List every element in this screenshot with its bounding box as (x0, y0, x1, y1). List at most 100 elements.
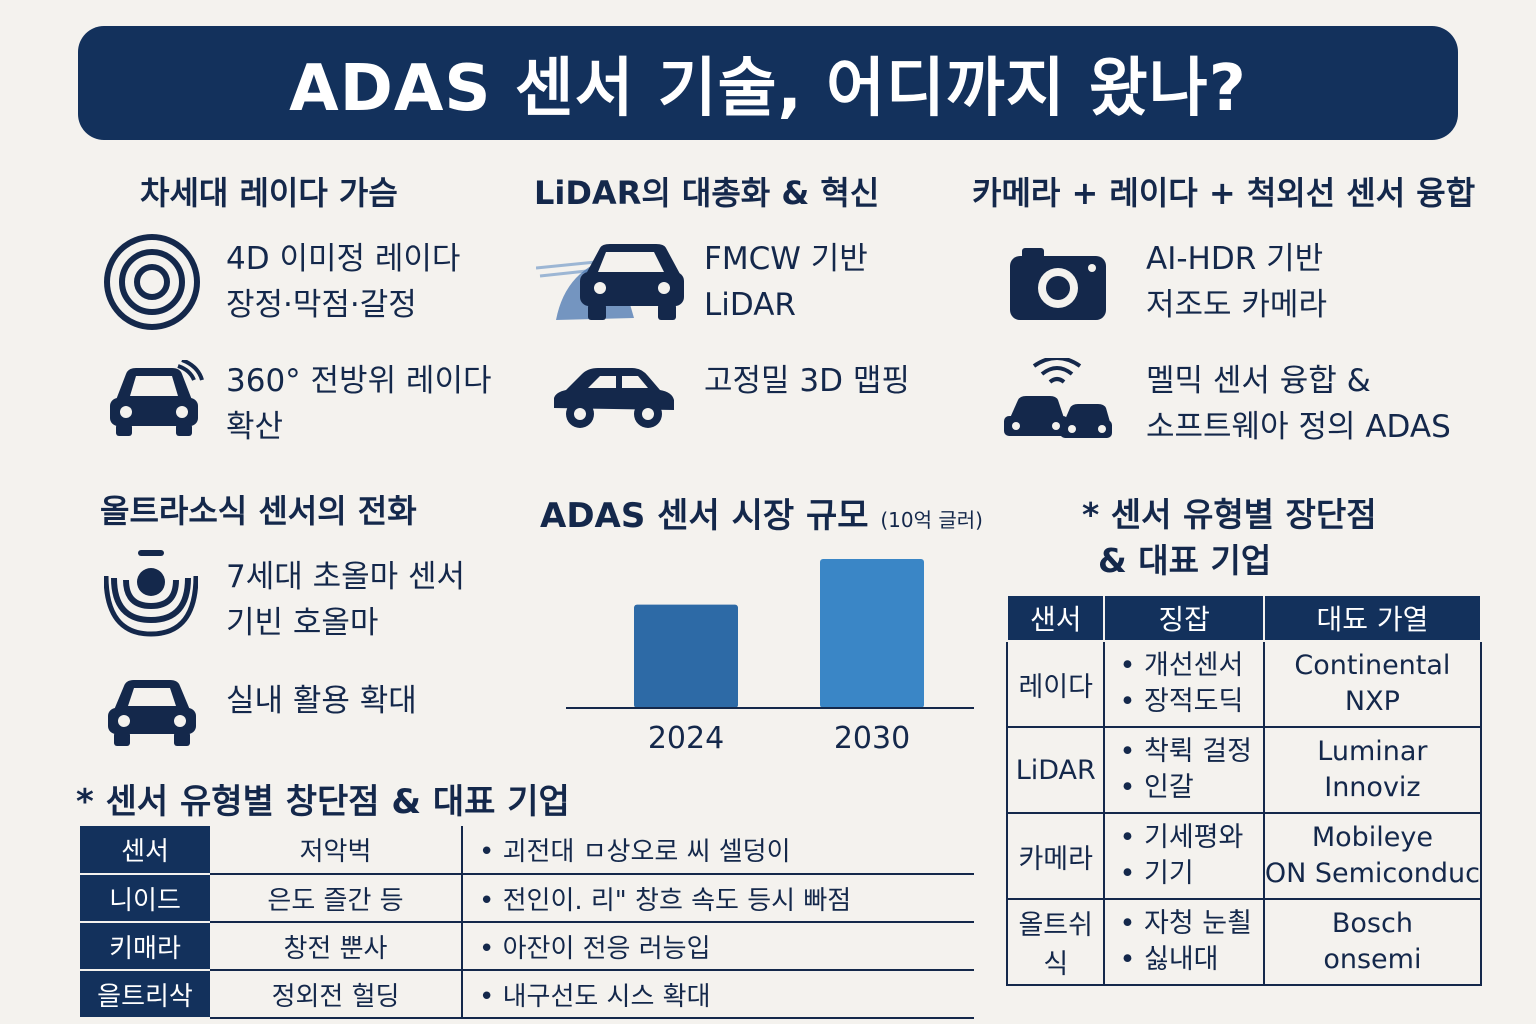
right-table-heading-1: * 센서 유형별 장단점 (1082, 495, 1377, 534)
bottom-table: 센서 저악벅 • 괴전대 ㅁ상오로 씨 셀덩이 니이드 은도 즐간 등 • 전인이. 리"… (80, 826, 974, 1019)
radar-item-1-text: 4D 이미정 레이다 장정·막점·갈정 (226, 236, 460, 328)
company-name: Mobileye (1311, 822, 1433, 853)
feature-item: • 기세평와 (1119, 822, 1244, 853)
ultrasonic-item-2-text: 실내 활용 확대 (226, 678, 417, 724)
right-table-companies: Bosch onsemi (1262, 898, 1483, 986)
table-row: 센서 저악벅 • 괴전대 ㅁ상오로 씨 셀덩이 (80, 826, 974, 875)
ultrasonic-sensor-icon (104, 550, 198, 637)
table-row: 키매라 창전 뿐사 • 아잔이 전응 러능입 (80, 922, 974, 971)
camera-item-2-line-2: 소프트웨아 정의 ADAS (1146, 409, 1451, 445)
lidar-item-2-line-1: 고정밀 3D 맵핑 (704, 363, 910, 399)
table-row: 니이드 은도 즐간 등 • 전인이. 리" 창흐 속도 등시 빠점 (80, 874, 974, 923)
company-name: Bosch (1331, 908, 1413, 939)
car-front-icon (108, 680, 196, 746)
company-name: Innoviz (1324, 772, 1421, 803)
chart-title: ADAS 센서 시장 규모 (10억 글러) (540, 488, 983, 537)
bottom-table-row-value: 창전 뿐사 (210, 922, 463, 971)
chart-unit-label: (10억 글러) (880, 508, 983, 532)
table-row: 카메라 • 기세평와 • 기기 Mobileye ON Semiconduc (1005, 812, 1483, 900)
bottom-table-row-value: 정외전 헐딩 (210, 970, 463, 1019)
right-table-companies: Continental NXP (1262, 640, 1483, 728)
lidar-item-2-text: 고정밀 3D 맵핑 (704, 358, 910, 404)
camera-item-1-line-1: AI-HDR 기반 (1146, 241, 1324, 277)
right-table-sensor: 올트쉬식 (1005, 898, 1106, 986)
right-table-sensor: 카메라 (1005, 812, 1106, 900)
ultrasonic-item-2-line-1: 실내 활용 확대 (226, 683, 417, 719)
lidar-item-1-line-2: LiDAR (704, 287, 796, 323)
bottom-table-row-label: 키매라 (80, 922, 210, 971)
camera-item-1-line-2: 저조도 카메라 (1146, 287, 1327, 323)
car-lidar-beam-icon (536, 244, 684, 320)
car-front-signal-icon (110, 360, 204, 436)
bar-2024 (634, 604, 738, 708)
feature-item: • 착뤽 걸정 (1119, 736, 1252, 767)
bar-chart: 2024 2030 (566, 540, 974, 770)
bottom-table-row-value: 저악벅 (210, 826, 463, 875)
ultrasonic-section-heading: 올트라소식 센서의 전화 (100, 492, 417, 530)
cars-wireless-icon (1004, 358, 1112, 438)
right-table-features: • 자청 눈쵤 • 싫내대 (1103, 898, 1265, 986)
lidar-section-heading: LiDAR의 대총화 & 혁신 (534, 174, 880, 212)
right-table-features: • 착뤽 걸정 • 인갈 (1103, 726, 1265, 814)
table-row: 올트쉬식 • 자청 눈쵤 • 싫내대 Bosch onsemi (1005, 898, 1483, 986)
company-name: onsemi (1323, 944, 1422, 975)
radar-item-2-text: 360° 전방위 레이다 확산 (226, 358, 492, 450)
bottom-table-row-note: • 괴전대 ㅁ상오로 씨 셀덩이 (462, 826, 974, 875)
concentric-circles-icon (104, 234, 200, 330)
radar-section-heading: 차세대 레이다 가슴 (140, 174, 398, 212)
company-name: Luminar (1317, 736, 1428, 767)
radar-item-1-line-1: 4D 이미정 레이다 (226, 241, 461, 277)
ultrasonic-item-1-line-2: 기빈 호올마 (226, 605, 379, 641)
radar-item-2-line-1: 360° 전방위 레이다 (226, 363, 492, 399)
company-name: Continental (1294, 650, 1451, 681)
camera-icon (1010, 248, 1106, 320)
chart-title-text: ADAS 센서 시장 규모 (540, 496, 869, 536)
lidar-item-1-line-1: FMCW 기반 (704, 241, 868, 277)
right-table-header-companies: 대됴 가열 (1262, 594, 1483, 642)
ultrasonic-item-1-line-1: 7세대 초올마 센서 (226, 559, 466, 595)
right-table-features: • 개선센서 • 장적도딕 (1103, 640, 1265, 728)
feature-item: • 인갈 (1119, 772, 1194, 803)
feature-item: • 기기 (1119, 858, 1194, 889)
camera-item-1-text: AI-HDR 기반 저조도 카메라 (1146, 236, 1327, 328)
right-table-companies: Mobileye ON Semiconduc (1262, 812, 1483, 900)
x-tick-label: 2030 (834, 721, 910, 756)
x-tick-label: 2024 (648, 721, 724, 756)
bar-2030 (820, 559, 924, 708)
title-banner: ADAS 센서 기술, 어디까지 왔나? (78, 26, 1458, 140)
right-table-heading-2: & 대표 기업 (1098, 541, 1272, 580)
feature-item: • 개선센서 (1119, 650, 1244, 681)
feature-item: • 장적도딕 (1119, 686, 1244, 717)
bar-chart-svg: 2024 2030 (566, 559, 974, 756)
radar-item-2-line-2: 확산 (226, 409, 284, 445)
feature-item: • 싫내대 (1119, 944, 1219, 975)
bottom-table-row-label: 을트리삭 (80, 970, 210, 1019)
car-side-icon (554, 368, 674, 428)
page-title: ADAS 센서 기술, 어디까지 왔나? (289, 52, 1247, 126)
company-name: ON Semiconduc (1264, 858, 1480, 889)
bottom-table-heading: * 센서 유형별 창단점 & 대표 기업 (76, 782, 570, 822)
right-table-header-features: 징잡 (1103, 594, 1265, 642)
right-table-companies: Luminar Innoviz (1262, 726, 1483, 814)
bottom-table-row-label: 센서 (80, 826, 210, 875)
right-table-sensor: LiDAR (1005, 726, 1106, 814)
camera-item-2-line-1: 멜믹 센서 융합 & (1146, 363, 1371, 399)
table-row: LiDAR • 착뤽 걸정 • 인갈 Luminar Innoviz (1005, 726, 1483, 814)
bottom-table-row-note: • 전인이. 리" 창흐 속도 등시 빠점 (462, 874, 974, 923)
bottom-table-row-note: • 아잔이 전응 러능입 (462, 922, 974, 971)
bottom-table-row-label: 니이드 (80, 874, 210, 923)
bottom-table-row-value: 은도 즐간 등 (210, 874, 463, 923)
right-table: 샌서 징잡 대됴 가열 레이다 • 개선센서 • 장적도딕 Continental NX… (1005, 594, 1483, 986)
table-row: 을트리삭 정외전 헐딩 • 내구선도 시스 확대 (80, 970, 974, 1019)
right-table-header-sensor: 샌서 (1005, 594, 1106, 642)
feature-item: • 자청 눈쵤 (1119, 908, 1252, 939)
camera-section-heading: 카메라 + 레이다 + 척외선 센서 융합 (972, 174, 1476, 212)
bottom-table-row-note: • 내구선도 시스 확대 (462, 970, 974, 1019)
lidar-item-1-text: FMCW 기반 LiDAR (704, 236, 868, 328)
table-row: 레이다 • 개선센서 • 장적도딕 Continental NXP (1005, 640, 1483, 728)
camera-item-2-text: 멜믹 센서 융합 & 소프트웨아 정의 ADAS (1146, 358, 1451, 450)
company-name: NXP (1344, 686, 1400, 717)
ultrasonic-item-1-text: 7세대 초올마 센서 기빈 호올마 (226, 554, 465, 646)
right-table-sensor: 레이다 (1005, 640, 1106, 728)
right-table-features: • 기세평와 • 기기 (1103, 812, 1265, 900)
